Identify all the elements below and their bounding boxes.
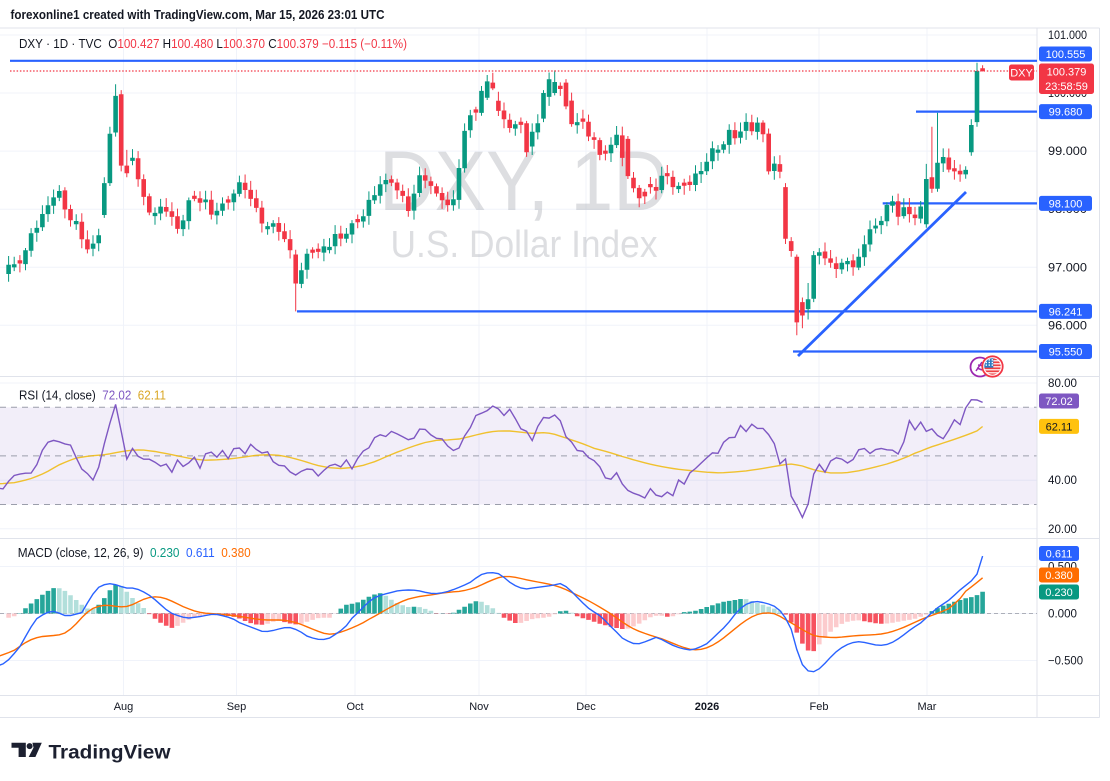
svg-text:Feb: Feb bbox=[810, 701, 829, 713]
svg-text:RSI (14, close) 72.02 62.11: RSI (14, close) 72.02 62.11 bbox=[19, 389, 166, 403]
svg-text:23:58:59: 23:58:59 bbox=[1045, 81, 1088, 93]
svg-text:forexonline1 created with Trad: forexonline1 created with TradingView.co… bbox=[11, 7, 386, 22]
svg-text:0.380: 0.380 bbox=[1045, 570, 1073, 582]
svg-text:DXY · 1D · TVC O100.427 H100.: DXY · 1D · TVC O100.427 H100.480 L100.37… bbox=[19, 37, 407, 51]
svg-text:2026: 2026 bbox=[695, 701, 719, 713]
svg-text:Mar: Mar bbox=[918, 701, 937, 713]
svg-text:80.00: 80.00 bbox=[1048, 378, 1077, 390]
svg-text:98.100: 98.100 bbox=[1049, 198, 1083, 210]
svg-text:DXY, 1D: DXY, 1D bbox=[379, 134, 669, 228]
svg-text:MACD (close, 12, 26, 9) 0.230: MACD (close, 12, 26, 9) 0.230 0.611 0.38… bbox=[18, 546, 251, 560]
svg-text:0.611: 0.611 bbox=[1046, 549, 1073, 561]
svg-text:95.550: 95.550 bbox=[1049, 347, 1083, 359]
svg-text:0.230: 0.230 bbox=[1045, 587, 1073, 599]
svg-text:−0.500: −0.500 bbox=[1048, 656, 1083, 668]
svg-text:99.680: 99.680 bbox=[1049, 107, 1083, 119]
svg-text:Nov: Nov bbox=[469, 701, 489, 713]
svg-text:101.000: 101.000 bbox=[1048, 30, 1087, 42]
svg-text:TradingView: TradingView bbox=[49, 742, 172, 764]
svg-text:0.000: 0.000 bbox=[1048, 609, 1077, 621]
svg-text:97.000: 97.000 bbox=[1048, 262, 1087, 274]
svg-text:96.241: 96.241 bbox=[1049, 306, 1083, 318]
svg-text:72.02: 72.02 bbox=[1045, 396, 1073, 408]
svg-text:U.S. Dollar Index: U.S. Dollar Index bbox=[391, 224, 658, 266]
svg-text:Aug: Aug bbox=[114, 701, 134, 713]
svg-text:40.00: 40.00 bbox=[1048, 475, 1077, 487]
svg-text:DXY: DXY bbox=[1010, 68, 1033, 80]
svg-text:100.379: 100.379 bbox=[1047, 67, 1087, 79]
svg-text:100.555: 100.555 bbox=[1046, 49, 1086, 61]
svg-text:96.000: 96.000 bbox=[1048, 320, 1087, 332]
svg-text:Oct: Oct bbox=[346, 701, 363, 713]
svg-text:20.00: 20.00 bbox=[1048, 524, 1077, 536]
svg-text:Sep: Sep bbox=[227, 701, 247, 713]
svg-text:99.000: 99.000 bbox=[1048, 146, 1087, 158]
svg-text:62.11: 62.11 bbox=[1046, 421, 1073, 433]
svg-text:Dec: Dec bbox=[576, 701, 596, 713]
